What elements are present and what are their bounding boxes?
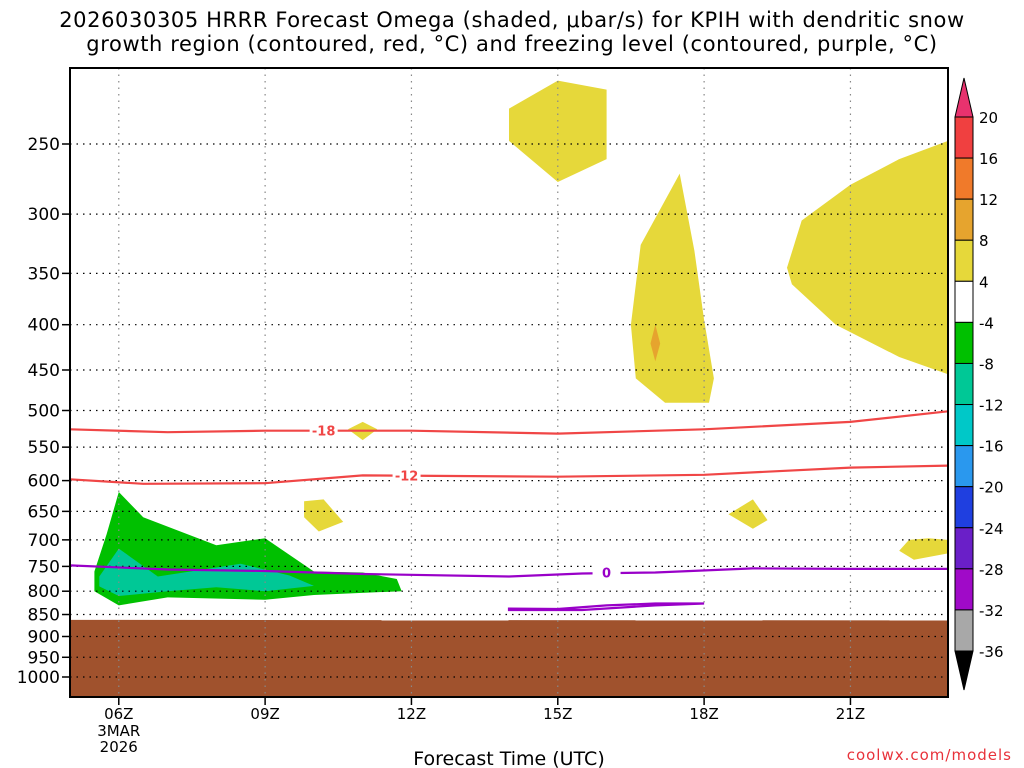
chart-title: 2026030305 HRRR Forecast Omega (shaded, … xyxy=(59,8,965,56)
colorbar-segment xyxy=(954,404,974,447)
terrain xyxy=(70,619,948,697)
downward-motion-4-region xyxy=(509,80,607,182)
y-tick-label: 1000 xyxy=(17,668,60,688)
colorbar-segment xyxy=(954,157,974,200)
colorbar-label: -8 xyxy=(979,355,994,373)
colorbar-segment xyxy=(954,198,974,241)
contour-label-bg xyxy=(592,564,621,581)
colorbar-segment xyxy=(954,609,974,652)
y-tick-label: 400 xyxy=(28,316,60,336)
y-tick-label: 300 xyxy=(28,205,60,225)
y-tick-label: 550 xyxy=(28,438,60,458)
x-tick-label: 06Z xyxy=(104,705,133,723)
x-tick-label: 09Z xyxy=(250,705,279,723)
contour-label-bg xyxy=(392,467,421,484)
colorbar-label: -16 xyxy=(979,438,1004,456)
dendritic-top-contour xyxy=(70,410,948,435)
colorbar-label: -32 xyxy=(979,602,1004,620)
plot-area: -18 -12 0 xyxy=(70,68,948,697)
colorbar-segment xyxy=(954,568,974,611)
x-tick-sublabel: 3MAR xyxy=(97,722,140,740)
colorbar-segment xyxy=(954,445,974,488)
colorbar-label: -28 xyxy=(979,561,1004,579)
y-tick-label: 500 xyxy=(28,402,60,422)
colorbar: 20 16 12 8 4 -4 -8 -12 -16 -20 -24 -28 -32 -36 xyxy=(954,77,1004,691)
colorbar-label: -4 xyxy=(979,314,994,332)
colorbar-label: 20 xyxy=(979,109,998,127)
colorbar-segment xyxy=(954,527,974,570)
colorbar-segment xyxy=(954,239,974,282)
contour-label: 0 xyxy=(602,566,611,581)
colorbar-segment xyxy=(954,321,974,364)
x-tick-sublabel: 2026 xyxy=(100,738,138,756)
y-tick-label: 450 xyxy=(28,361,60,381)
y-tick-label: 600 xyxy=(28,472,60,492)
site-credit: coolwx.com/models xyxy=(846,746,1012,764)
y-tick-label: 750 xyxy=(28,557,60,577)
downward-motion-4-region xyxy=(899,538,948,560)
colorbar-label: -24 xyxy=(979,520,1004,538)
colorbar-label: -20 xyxy=(979,479,1004,497)
downward-motion-4-region xyxy=(728,499,768,529)
plot-frame xyxy=(69,67,949,698)
x-tick-label: 21Z xyxy=(836,705,865,723)
y-tick-label: 850 xyxy=(28,606,60,626)
x-tick-label: 18Z xyxy=(689,705,718,723)
y-tick-label: 700 xyxy=(28,531,60,551)
contour-label: -18 xyxy=(312,425,336,440)
y-tick-label: 950 xyxy=(28,648,60,668)
downward-motion-4-region xyxy=(787,140,948,375)
y-tick-label: 650 xyxy=(28,502,60,522)
downward-motion-8-region xyxy=(650,324,661,362)
y-tick-label: 800 xyxy=(28,582,60,602)
x-axis-label: Forecast Time (UTC) xyxy=(413,748,604,768)
upward-motion-12-region xyxy=(99,548,314,596)
colorbar-label: 16 xyxy=(979,150,998,168)
contour-label-bg xyxy=(309,422,338,439)
y-tick-label: 250 xyxy=(28,135,60,155)
dendritic-bottom-contour xyxy=(70,464,948,485)
y-tick-label: 900 xyxy=(28,627,60,647)
x-tick-label: 15Z xyxy=(543,705,572,723)
contour-label: -12 xyxy=(395,469,419,484)
colorbar-top-arrow xyxy=(954,77,974,118)
freezing-level-contour xyxy=(70,564,948,578)
downward-motion-4-region xyxy=(304,499,344,532)
colorbar-label: 12 xyxy=(979,191,998,209)
colorbar-label: -36 xyxy=(979,643,1004,661)
colorbar-segment xyxy=(954,362,974,406)
colorbar-label: -12 xyxy=(979,397,1004,415)
colorbar-segment xyxy=(954,486,974,529)
colorbar-label: 4 xyxy=(979,273,989,291)
axes: 2503003504004505005506006507007508008509… xyxy=(17,67,949,756)
colorbar-label: 8 xyxy=(979,232,989,250)
freezing-level-loop xyxy=(507,602,705,612)
plot-content: -18 -12 0 xyxy=(70,68,948,697)
colorbar-segment xyxy=(954,116,974,159)
y-tick-label: 350 xyxy=(28,264,60,284)
colorbar-segment xyxy=(954,280,974,323)
colorbar-bottom-arrow xyxy=(954,650,974,691)
x-tick-label: 12Z xyxy=(397,705,426,723)
downward-motion-4-region xyxy=(630,173,714,403)
